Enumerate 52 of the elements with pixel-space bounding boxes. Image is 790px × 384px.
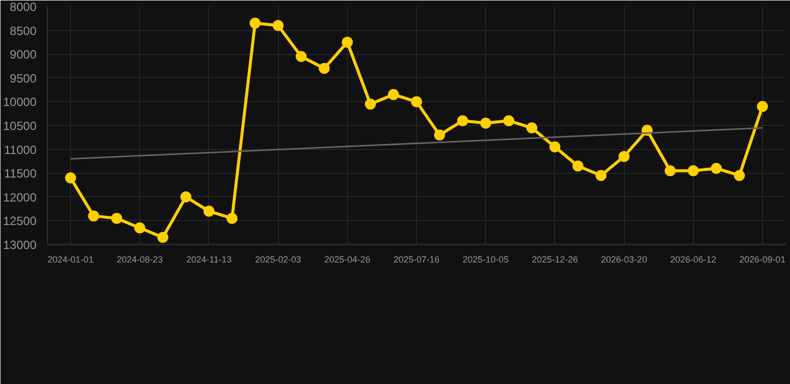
- point: [296, 50, 307, 62]
- point: [111, 212, 122, 224]
- point: [203, 206, 214, 217]
- point: [226, 212, 238, 224]
- x-tick-label: 2025-10-05: [462, 254, 509, 264]
- point: [411, 96, 422, 108]
- point: [688, 165, 699, 176]
- point: [250, 18, 261, 29]
- point: [272, 20, 284, 32]
- x-tick-label: 2025-12-26: [532, 254, 578, 264]
- y-tick-label: 13000: [3, 238, 37, 252]
- y-tick-label: 9500: [10, 71, 37, 86]
- x-tick-label: 2025-02-03: [255, 254, 302, 264]
- y-tick-label: 8000: [10, 0, 37, 14]
- point: [596, 170, 606, 181]
- point: [526, 122, 538, 134]
- point: [457, 115, 468, 126]
- point: [618, 150, 630, 162]
- x-tick-label: 2025-07-16: [393, 254, 440, 264]
- y-tick-label: 11000: [4, 142, 37, 157]
- x-tick-label: 2026-06-12: [670, 254, 716, 264]
- point: [756, 100, 768, 112]
- y-tick-label: 8500: [10, 24, 37, 38]
- x-tick-label: 2024-08-23: [116, 254, 163, 264]
- point: [434, 130, 446, 141]
- x-tick-label: 2024-11-13: [186, 254, 232, 264]
- point: [364, 98, 376, 110]
- point: [88, 210, 100, 222]
- y-tick-label: 11500: [4, 166, 37, 181]
- point: [734, 170, 745, 181]
- x-tick-label: 2026-03-20: [601, 254, 648, 264]
- point: [503, 115, 514, 126]
- point: [572, 160, 584, 172]
- point: [549, 141, 560, 152]
- x-tick-label: 2025-04-26: [324, 254, 370, 264]
- x-tick-label: 2024-01-01: [48, 254, 94, 264]
- point: [480, 118, 492, 129]
- point: [710, 162, 722, 174]
- point: [134, 222, 146, 234]
- y-tick-label: 9000: [10, 48, 37, 62]
- point: [342, 36, 353, 48]
- x-tick-label: 2026-09-01: [739, 254, 786, 264]
- y-tick-label: 10000: [3, 95, 37, 110]
- point: [318, 62, 330, 74]
- point: [180, 191, 192, 202]
- point: [157, 232, 168, 243]
- point: [388, 89, 399, 100]
- y-tick-label: 12500: [3, 214, 37, 228]
- y-tick-label: 10500: [3, 119, 37, 133]
- point: [664, 165, 676, 176]
- y-tick-label: 12000: [3, 190, 37, 204]
- point: [65, 172, 76, 184]
